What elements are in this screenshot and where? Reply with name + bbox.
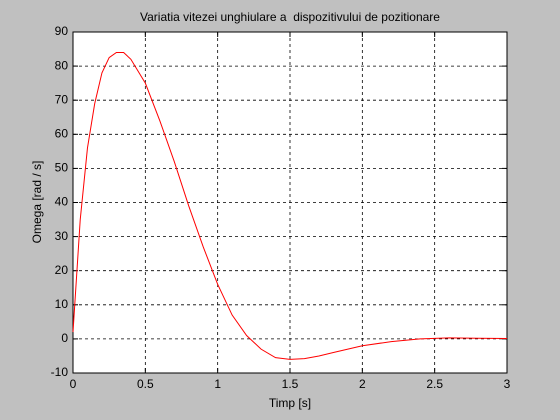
- y-tick-label: 90: [55, 24, 69, 38]
- y-tick-label: 0: [61, 331, 68, 345]
- x-tick-label: 0.5: [137, 377, 154, 391]
- y-tick-label: 10: [55, 297, 69, 311]
- x-tick-label: 1.5: [282, 377, 299, 391]
- x-axis-label: Timp [s]: [269, 396, 311, 410]
- x-tick-label: 0: [70, 377, 77, 391]
- y-tick-label: 80: [55, 58, 69, 72]
- x-tick-label: 2.5: [426, 377, 443, 391]
- y-tick-label: 70: [55, 92, 69, 106]
- x-tick-label: 1: [214, 377, 221, 391]
- y-tick-label: 60: [55, 126, 69, 140]
- x-tick-label: 2: [359, 377, 366, 391]
- line-series: [72, 51, 508, 360]
- y-tick-label: 40: [55, 195, 69, 209]
- y-tick-label: -10: [51, 365, 69, 379]
- chart-title: Variatia vitezei unghiulare a dispozitiv…: [140, 10, 440, 24]
- y-tick-label: 50: [55, 161, 69, 175]
- y-tick-label: 20: [55, 263, 69, 277]
- y-tick-label: 30: [55, 229, 69, 243]
- y-axis-label: Omega [rad / s]: [30, 161, 44, 244]
- axes-box: [72, 31, 508, 374]
- x-tick-label: 3: [504, 377, 511, 391]
